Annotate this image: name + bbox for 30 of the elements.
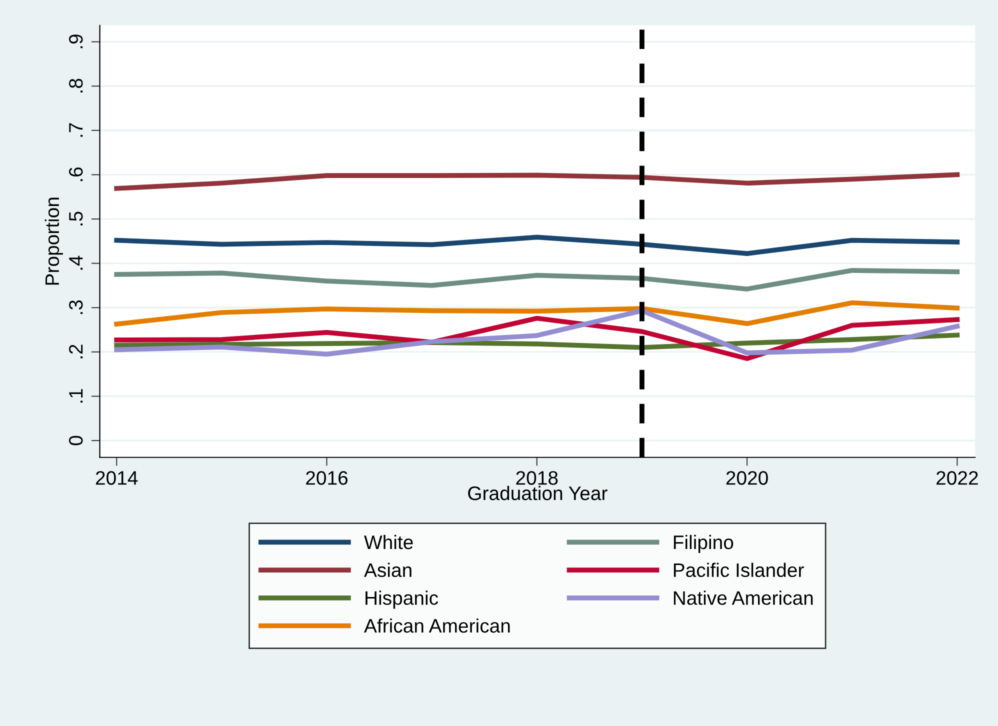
y-axis-title: Proportion [44,198,63,285]
y-tick-label: .3 [68,300,83,314]
y-tick-label: 0 [68,436,83,446]
y-tick-label: .7 [69,123,83,137]
legend-label: White [364,534,413,550]
x-tick-label: 2016 [306,471,348,485]
x-tick-label: 2018 [516,471,558,485]
y-tick-label: .1 [69,389,83,403]
legend-label: Pacific Islander [674,562,804,578]
legend-label: Native American [674,590,813,605]
x-tick-label: 2014 [96,471,138,485]
legend-label: Asian [364,562,412,578]
x-tick-label: 2020 [726,471,768,485]
line-series [114,300,960,326]
x-axis-title: Graduation Year [468,486,608,500]
y-tick-label: .9 [68,34,83,48]
line-series [114,308,960,357]
legend-label: Hispanic [366,590,438,609]
y-tick-label: .5 [69,212,83,226]
line-series [114,268,960,292]
legend-label: Filipino [674,534,734,554]
y-tick-label: .2 [68,344,83,358]
line-series [114,234,960,256]
y-tick-label: .4 [69,256,83,270]
y-tick-label: .6 [68,167,83,182]
legend-label: African American [364,618,510,633]
x-tick-label: 2022 [936,471,978,485]
line-series [114,316,960,362]
line-series [114,172,960,191]
y-tick-label: .8 [68,78,83,92]
